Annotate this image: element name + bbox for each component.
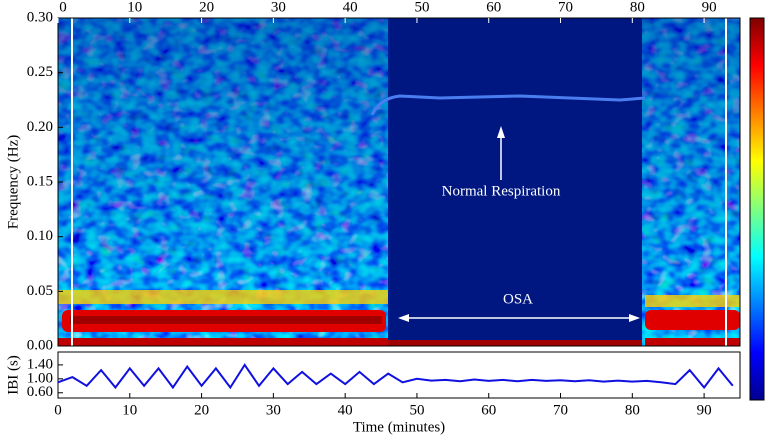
x-tick-label: 40 [343, 0, 358, 15]
x-tick-label: 70 [558, 0, 573, 15]
colorbar [749, 17, 765, 401]
spectrogram: Normal Respiration OSA [57, 17, 741, 347]
y-tick-label: 0.20 [27, 119, 53, 135]
x-tick-label: 80 [630, 0, 645, 15]
ibi-panel [57, 351, 741, 399]
x-tick-label: 10 [127, 0, 142, 15]
x-tick-label: 0 [59, 0, 67, 15]
x-tick-label: 70 [553, 402, 568, 418]
x-tick-label: 30 [271, 0, 286, 15]
x-tick-label: 20 [194, 402, 209, 418]
x-axis-label: Time (minutes) [353, 419, 445, 435]
x-tick-label: 60 [481, 402, 496, 418]
x-tick-label: 30 [266, 402, 281, 418]
y-tick-label: 0.00 [27, 337, 53, 353]
x-tick-label: 80 [625, 402, 640, 418]
x-tick-label: 40 [338, 402, 353, 418]
x-tick-label: 90 [697, 402, 712, 418]
x-tick-label: 60 [486, 0, 501, 15]
x-tick-label: 50 [414, 0, 429, 15]
x-tick-label: 10 [122, 402, 137, 418]
y-tick-label: 0.30 [27, 9, 53, 25]
x-tick-label: 0 [54, 402, 62, 418]
y-axis-label: Frequency (Hz) [5, 135, 21, 230]
x-tick-label: 90 [702, 0, 717, 15]
y-tick-label: 0.15 [27, 173, 53, 189]
ibi-line [57, 363, 734, 390]
x-tick-label: 20 [199, 0, 214, 15]
annotation: OSA [503, 291, 533, 307]
y-tick-label: 1.00 [27, 370, 53, 386]
y-tick-label: 0.60 [27, 384, 53, 400]
annotation: Normal Respiration [442, 183, 561, 199]
x-tick-label: 50 [409, 402, 424, 418]
y-tick-label: 0.25 [27, 64, 53, 80]
y-tick-label: 0.05 [27, 283, 53, 299]
y-tick-label: 0.10 [27, 228, 53, 244]
y-tick-label: 1.40 [27, 356, 53, 372]
y-axis-label: IBI (s) [5, 355, 21, 395]
